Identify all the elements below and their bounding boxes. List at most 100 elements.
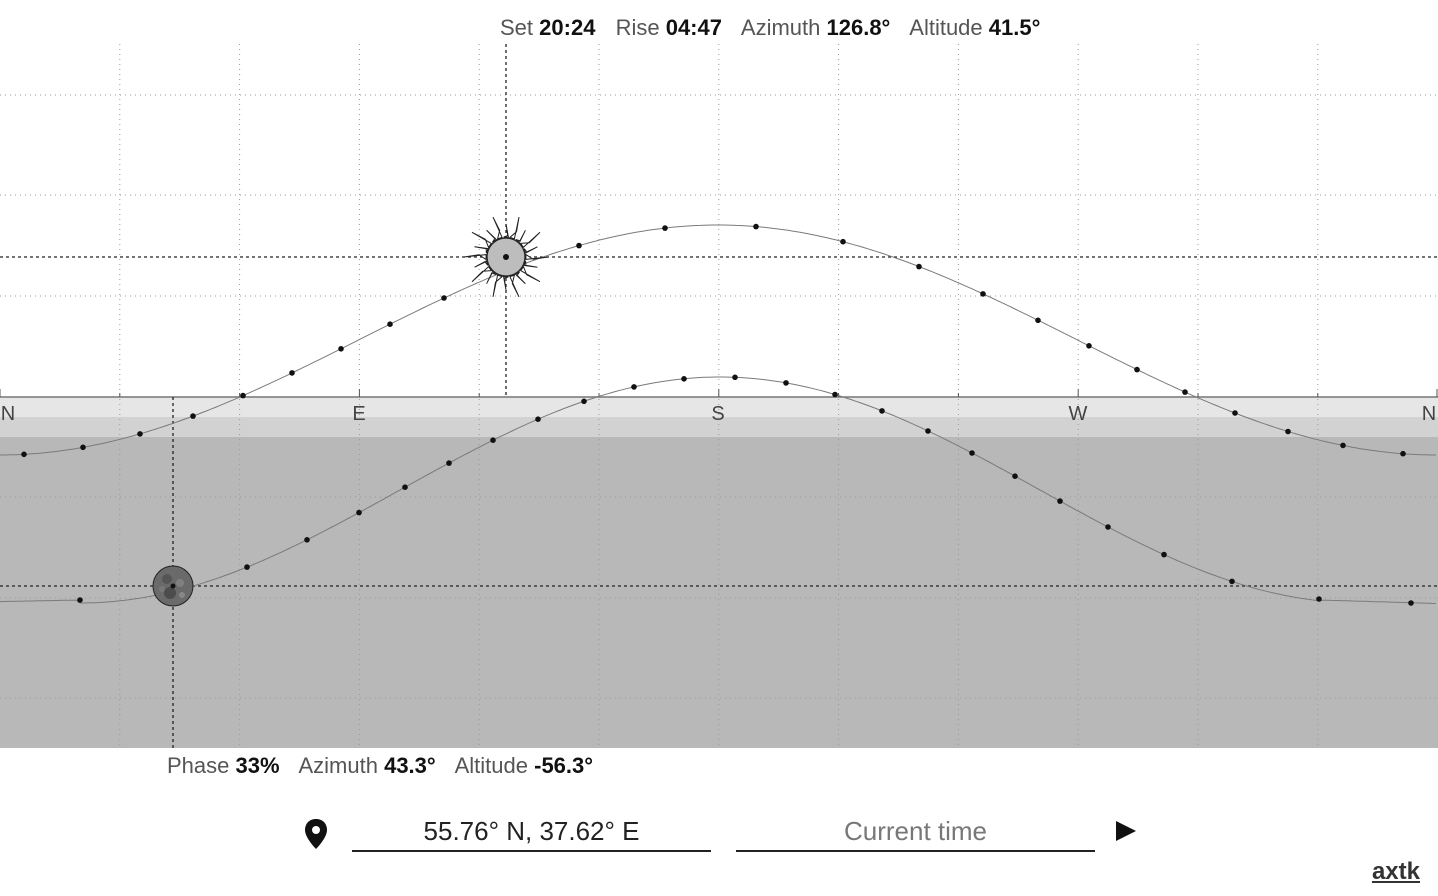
sun-ray (471, 265, 493, 283)
moon-info: Phase 33% Azimuth 43.3° Altitude -56.3° (167, 753, 593, 779)
moon-hour-marker (783, 380, 789, 386)
compass-n-end-label: N (1422, 403, 1436, 425)
moon-hour-marker (1057, 498, 1063, 504)
sun-azimuth-value: 126.8° (826, 15, 891, 40)
moon-hour-marker (732, 374, 738, 381)
sun-hour-marker (1134, 366, 1140, 373)
sun-ray (471, 231, 493, 249)
moon-hour-marker (77, 597, 83, 603)
sun-info: Set 20:24 Rise 04:47 Azimuth 126.8° Alti… (500, 15, 1040, 41)
moon-hour-marker (356, 509, 362, 516)
brand-link[interactable]: axtk (1371, 858, 1420, 885)
sun-hour-marker (289, 370, 295, 376)
sun-ray (523, 260, 538, 268)
moon-hour-marker (304, 537, 310, 543)
sun-hour-marker (576, 242, 582, 249)
compass-e-label: E (352, 403, 365, 425)
sun-hour-marker (1400, 450, 1406, 457)
moon-azimuth-value: 43.3° (384, 753, 436, 778)
sun-ray (503, 276, 509, 291)
sun-hour-marker (441, 295, 447, 301)
sun-ray (474, 246, 489, 254)
sun-hour-marker (240, 392, 246, 399)
sun-hour-marker (753, 223, 759, 230)
night-band (0, 437, 1438, 748)
moon-hour-marker (1012, 473, 1018, 480)
sun-ray (463, 254, 487, 261)
sun-ray (492, 216, 503, 240)
time-input[interactable]: Current time (736, 812, 1095, 852)
sun-ray (525, 253, 549, 260)
sun-hour-marker (1285, 428, 1291, 435)
sun-ray (514, 271, 526, 285)
sun-hour-marker (980, 291, 986, 297)
sun-ray (509, 274, 520, 298)
moon-phase-value: 33% (235, 753, 280, 778)
nautical-twilight-band (0, 417, 1438, 438)
moon-hour-marker (969, 450, 975, 456)
moon-phase-label: Phase (167, 753, 230, 778)
play-icon[interactable] (1114, 820, 1138, 842)
moon-hour-marker (402, 484, 408, 491)
moon-hour-marker (244, 564, 250, 570)
moon-azimuth-label: Azimuth (298, 753, 378, 778)
moon-hour-marker (832, 391, 838, 398)
sun-ray (486, 229, 498, 243)
sun-ray (519, 265, 541, 283)
sun-hour-marker (1232, 410, 1238, 416)
sun-set-label: Set (500, 15, 534, 40)
sun-ray (492, 274, 504, 298)
sun-hour-marker (1035, 317, 1041, 324)
sun-altitude-value: 41.5° (988, 15, 1041, 40)
sun-track (0, 224, 1436, 456)
sun-hour-marker (840, 238, 846, 245)
moon-hour-marker (581, 398, 587, 405)
sun-ray (503, 223, 509, 238)
moon-hour-marker (535, 416, 541, 423)
compass-n-label: N (1, 403, 15, 425)
moon-track (0, 376, 1437, 604)
compass-s-label: S (711, 403, 724, 425)
sun-hour-marker (916, 263, 922, 270)
sun-ray (519, 231, 541, 249)
moon-altitude-value: -56.3° (534, 753, 594, 778)
sun-icon[interactable] (463, 216, 549, 298)
location-input[interactable]: 55.76° N, 37.62° E (352, 812, 711, 852)
sun-hour-marker (190, 413, 196, 419)
sun-altitude-label: Altitude (909, 15, 983, 40)
moon-hour-marker (631, 384, 637, 390)
compass-labels: N E S W N (1, 403, 1436, 425)
compass-ticks (0, 389, 1438, 397)
sun-hour-marker (1086, 343, 1092, 349)
sun-set-value: 20:24 (539, 15, 596, 40)
moon-hour-marker (490, 437, 496, 444)
sun-hour-marker (21, 451, 27, 458)
sky-plot[interactable]: N E S W N (0, 0, 1438, 800)
sun-ray (474, 260, 489, 268)
sun-ray (486, 270, 497, 284)
sun-ray (508, 216, 520, 240)
sun-azimuth-label: Azimuth (740, 15, 821, 40)
moon-hour-marker (879, 408, 885, 414)
moon-hour-marker (1408, 600, 1414, 606)
moon-hour-marker (1229, 578, 1235, 585)
moon-hour-marker (681, 376, 687, 382)
sun-hour-marker (80, 444, 86, 451)
civil-twilight-band (0, 397, 1438, 418)
moon-hour-marker (1161, 551, 1167, 558)
sun-rise-value: 04:47 (665, 15, 722, 40)
moon-icon[interactable] (152, 565, 194, 607)
moon-hour-marker (1316, 596, 1322, 602)
moon-hour-markers (77, 374, 1414, 606)
compass-w-label: W (1069, 403, 1088, 425)
moon-altitude-label: Altitude (454, 753, 528, 778)
moon-hour-marker (446, 460, 452, 466)
sun-hour-marker (1340, 442, 1346, 449)
sun-hour-marker (338, 346, 344, 352)
map-pin-icon[interactable] (303, 818, 329, 850)
sun-hour-marker (662, 225, 668, 231)
moon-hour-marker (1105, 524, 1111, 530)
sun-rise-label: Rise (615, 15, 660, 40)
sun-hour-marker (137, 431, 143, 437)
sun-hour-marker (1182, 389, 1188, 395)
